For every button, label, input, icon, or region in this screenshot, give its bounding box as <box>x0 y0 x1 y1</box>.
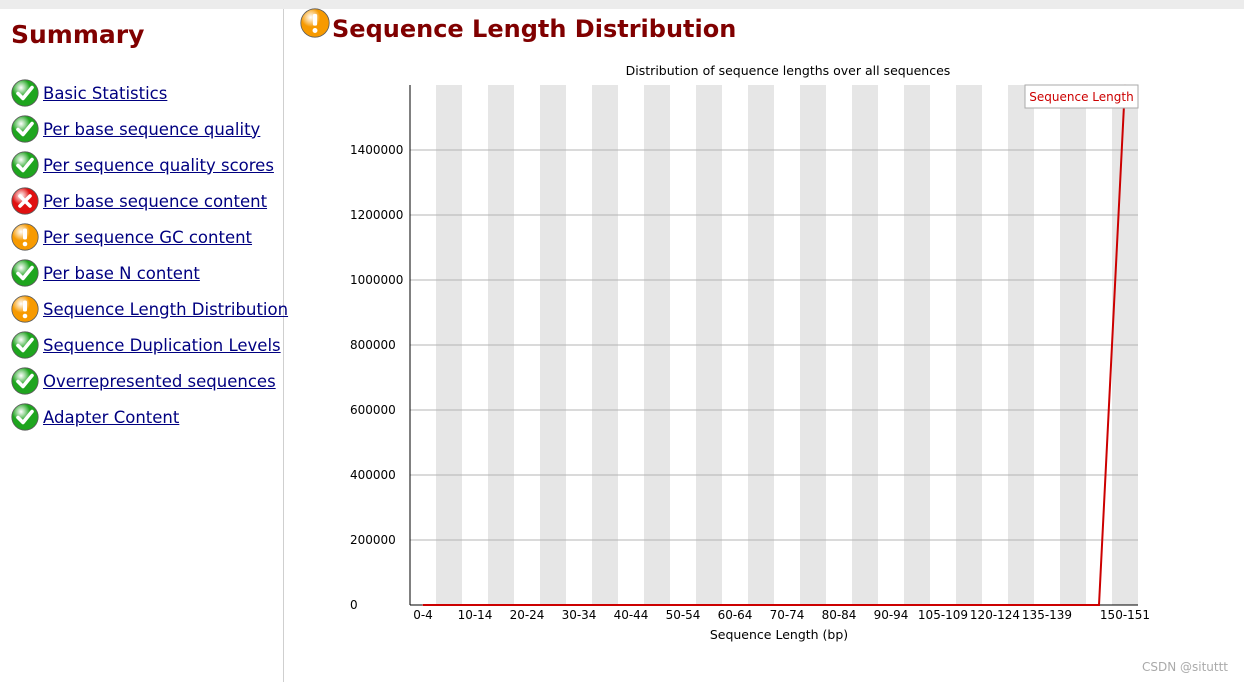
module-link[interactable]: Overrepresented sequences <box>43 371 276 391</box>
data-point <box>630 604 632 606</box>
y-tick-label: 0 <box>350 598 358 612</box>
module-item: Adapter Content <box>11 399 288 435</box>
module-link[interactable]: Per sequence GC content <box>43 227 253 247</box>
check-circle-icon <box>11 403 39 431</box>
module-item: Overrepresented sequences <box>11 363 288 399</box>
data-point <box>734 604 736 606</box>
module-item: Per base sequence content <box>11 183 288 219</box>
x-tick-label: 10-14 <box>458 608 493 622</box>
watermark: CSDN @situttt <box>1141 660 1228 674</box>
x-tick-label: 105-109 <box>918 608 968 622</box>
data-point <box>422 604 424 606</box>
y-tick-label: 200000 <box>350 533 396 547</box>
x-tick-label: 90-94 <box>874 608 909 622</box>
data-point <box>760 604 762 606</box>
y-tick-label: 1000000 <box>350 273 403 287</box>
x-tick-label: 20-24 <box>510 608 545 622</box>
chart-title: Distribution of sequence lengths over al… <box>626 63 951 78</box>
chart-container: Distribution of sequence lengths over al… <box>330 58 1160 662</box>
main-header: Sequence Length Distribution <box>300 8 736 43</box>
data-point <box>552 604 554 606</box>
x-tick-label: 0-4 <box>413 608 433 622</box>
data-point <box>1072 604 1074 606</box>
legend-box <box>1024 84 1139 109</box>
module-link[interactable]: Per base sequence content <box>43 191 268 211</box>
x-tick-label: 150-151 <box>1100 608 1150 622</box>
data-point <box>838 604 840 606</box>
check-circle-icon <box>11 115 39 143</box>
x-tick-label: 40-44 <box>614 608 649 622</box>
check-circle-icon <box>11 259 39 287</box>
data-point <box>916 604 918 606</box>
x-axis-label: Sequence Length (bp) <box>710 627 848 642</box>
y-tick-label: 400000 <box>350 468 396 482</box>
summary-sidebar: Summary Basic Statistics Per base sequenc… <box>0 9 288 682</box>
module-item: Per sequence GC content <box>11 219 288 255</box>
data-point <box>448 604 450 606</box>
data-point <box>812 604 814 606</box>
x-circle-icon <box>11 187 39 215</box>
data-point <box>578 604 580 606</box>
data-point <box>500 604 502 606</box>
module-link[interactable]: Per base N content <box>43 263 200 283</box>
check-circle-icon <box>11 367 39 395</box>
module-link[interactable]: Basic Statistics <box>43 83 168 103</box>
module-link[interactable]: Per base sequence quality <box>43 119 261 139</box>
exclamation-circle-icon <box>11 223 39 251</box>
module-item: Per base sequence quality <box>11 111 288 147</box>
check-circle-icon <box>11 331 39 359</box>
module-item: Per base N content <box>11 255 288 291</box>
data-point <box>1020 604 1022 606</box>
check-circle-icon <box>11 79 39 107</box>
summary-title: Summary <box>11 20 145 49</box>
x-tick-label: 70-74 <box>770 608 805 622</box>
data-point <box>656 604 658 606</box>
module-link[interactable]: Adapter Content <box>43 407 180 427</box>
x-tick-label: 50-54 <box>666 608 701 622</box>
sequence-length-chart: Distribution of sequence lengths over al… <box>350 63 1150 642</box>
data-point <box>1046 604 1048 606</box>
module-link[interactable]: Per sequence quality scores <box>43 155 274 175</box>
module-item: Per sequence quality scores <box>11 147 288 183</box>
data-point <box>526 604 528 606</box>
page-title: Sequence Length Distribution <box>332 15 737 43</box>
data-point <box>942 604 944 606</box>
data-point <box>786 604 788 606</box>
y-tick-label: 1200000 <box>350 208 403 222</box>
y-tick-label: 600000 <box>350 403 396 417</box>
module-link[interactable]: Sequence Duplication Levels <box>43 335 281 355</box>
x-tick-label: 80-84 <box>822 608 857 622</box>
module-item: Sequence Length Distribution <box>11 291 288 327</box>
check-circle-icon <box>11 151 39 179</box>
data-point <box>682 604 684 606</box>
exclamation-circle-icon <box>11 295 39 323</box>
data-point <box>708 604 710 606</box>
data-point <box>474 604 476 606</box>
x-tick-label: 60-64 <box>718 608 753 622</box>
module-item: Sequence Duplication Levels <box>11 327 288 363</box>
x-tick-label: 135-139 <box>1022 608 1072 622</box>
module-list: Basic Statistics Per base sequence qualit… <box>11 75 288 435</box>
x-tick-label: 120-124 <box>970 608 1020 622</box>
module-item: Basic Statistics <box>11 75 288 111</box>
module-link[interactable]: Sequence Length Distribution <box>43 299 289 319</box>
x-tick-label: 30-34 <box>562 608 597 622</box>
y-tick-label: 1400000 <box>350 143 403 157</box>
series-line <box>423 84 1126 606</box>
data-point <box>968 604 970 606</box>
data-point <box>994 604 996 606</box>
data-point <box>864 604 866 606</box>
data-point <box>890 604 892 606</box>
y-tick-label: 800000 <box>350 338 396 352</box>
top-strip <box>0 0 1244 9</box>
legend-label: Sequence Length <box>1029 90 1133 104</box>
data-point <box>604 604 606 606</box>
exclamation-circle-icon <box>300 8 330 38</box>
data-point <box>1098 604 1100 606</box>
